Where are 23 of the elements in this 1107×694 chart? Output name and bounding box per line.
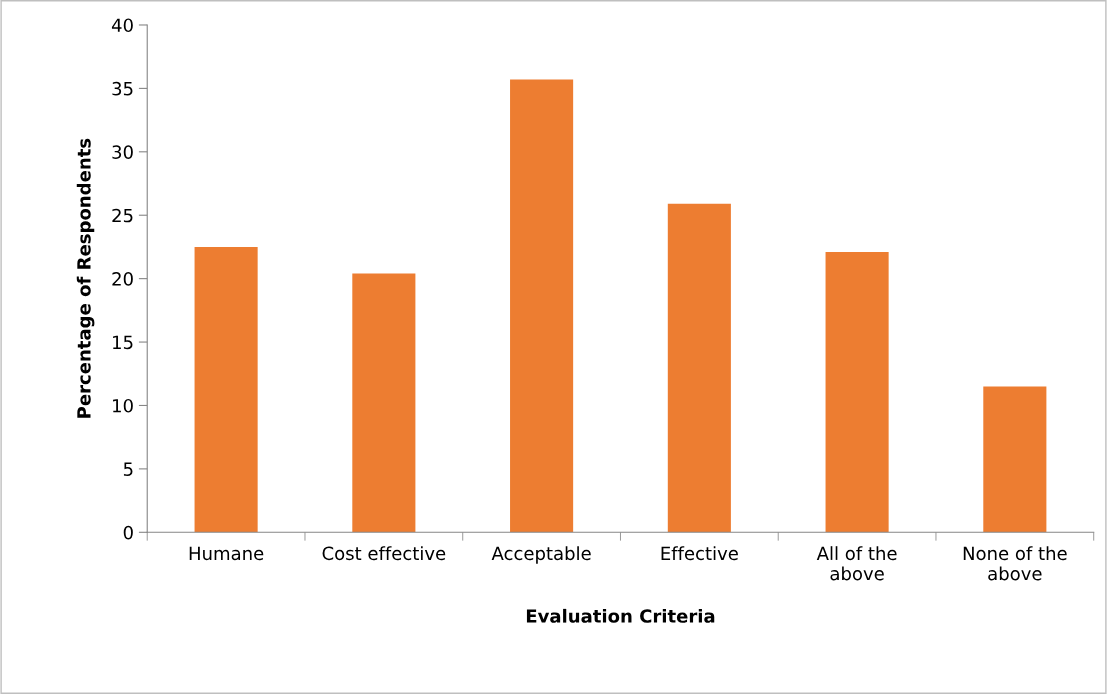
x-tick-label: None of the above — [963, 546, 1067, 581]
x-tick-label: Acceptable — [491, 546, 591, 564]
bar — [825, 252, 889, 533]
y-tick-label: 20 — [112, 272, 133, 286]
y-tick-label: 30 — [112, 145, 133, 159]
x-tick-label: Cost effective — [322, 546, 446, 561]
bar — [510, 79, 574, 533]
y-tick-label: 40 — [111, 18, 133, 33]
x-tick-label: Humane — [189, 546, 264, 561]
y-tick-label: 35 — [112, 81, 133, 96]
y-tick-label: 15 — [113, 335, 133, 350]
x-tick-label: Effective — [661, 546, 738, 561]
bar — [352, 273, 416, 533]
bar — [667, 203, 731, 533]
bar — [194, 246, 258, 533]
y-tick-label: 0 — [123, 525, 133, 540]
y-tick-label: 25 — [112, 208, 133, 223]
x-tick-label: All of the above — [816, 546, 897, 581]
y-tick-label: 10 — [113, 398, 133, 413]
bar — [983, 386, 1047, 533]
y-tick-label: 5 — [123, 462, 133, 476]
y-axis-title: Percentage of Respondents — [76, 138, 95, 418]
x-axis-title: Evaluation Criteria — [526, 608, 715, 623]
